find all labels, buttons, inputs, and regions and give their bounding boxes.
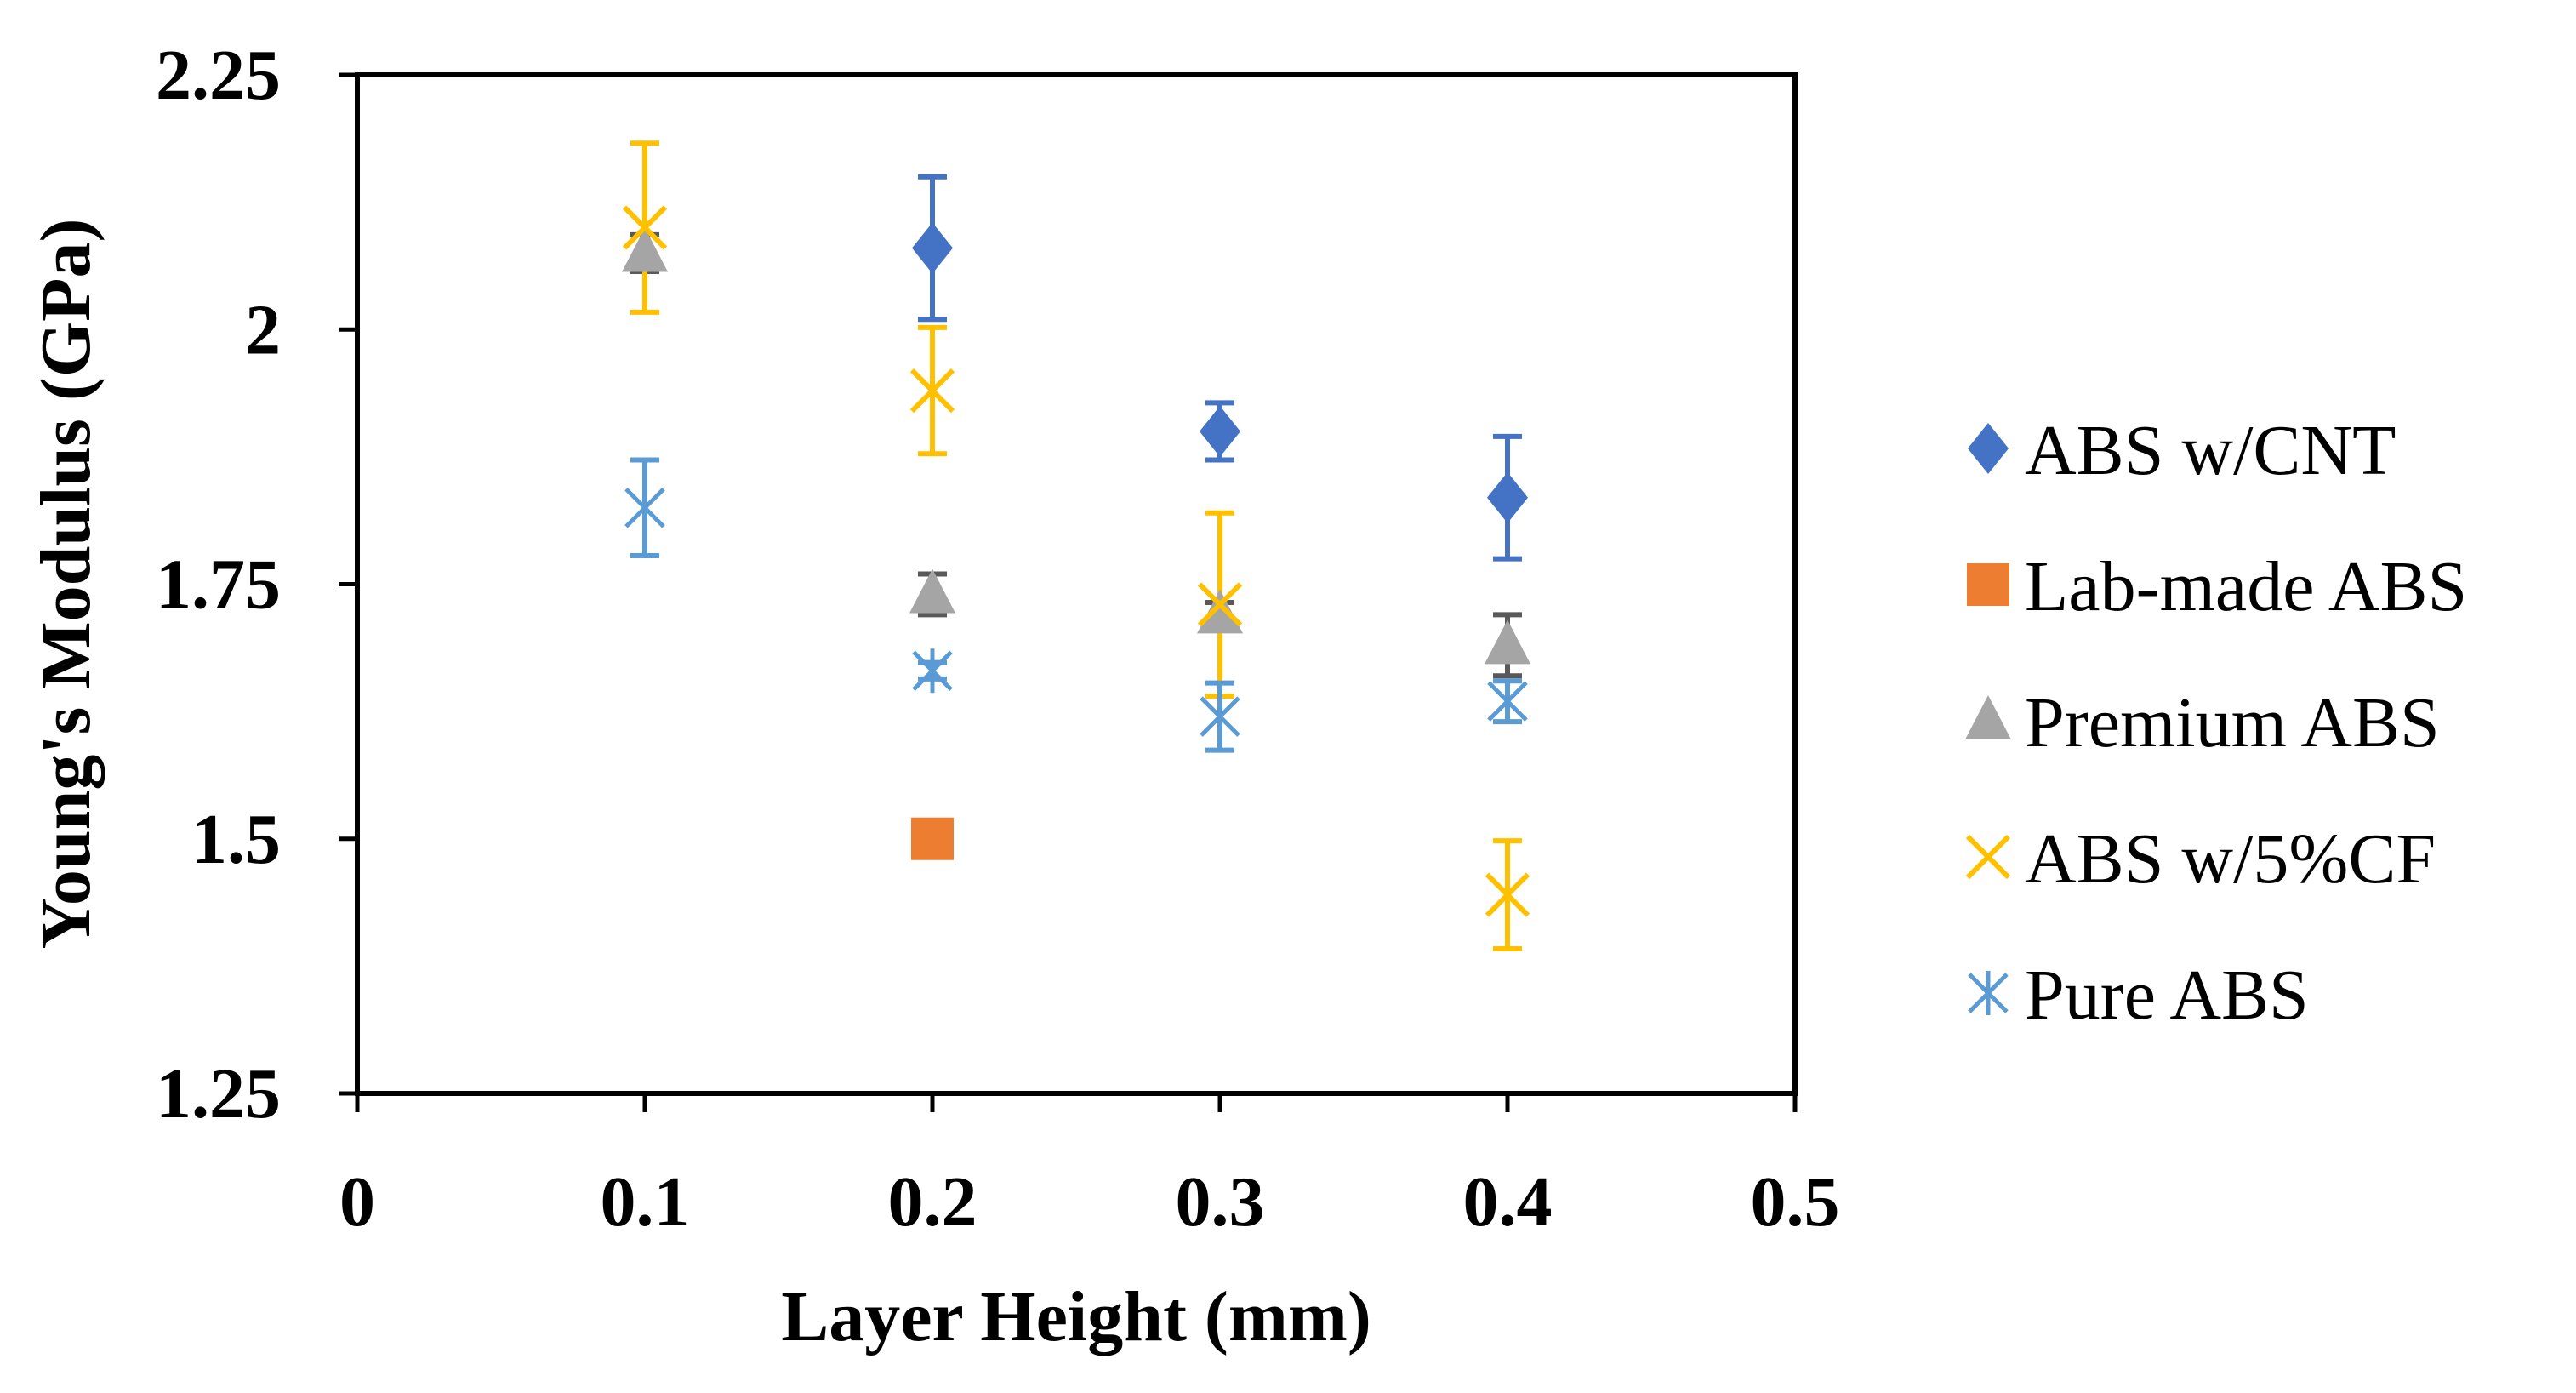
plot-area (355, 72, 1798, 1096)
legend-label-abs-w-5-cf: ABS w/5%CF (2025, 819, 2436, 899)
point-abs-w-cnt (1487, 471, 1528, 523)
point-abs-w-cnt (912, 222, 953, 274)
y-tick-label: 1.75 (156, 545, 281, 625)
point-abs-w-5-cf (622, 205, 668, 250)
point-abs-w-5-cf (1485, 872, 1530, 917)
legend-marker-abs-w-5-cf (1965, 834, 2011, 880)
x-axis-label: Layer Height (mm) (781, 1277, 1371, 1356)
point-lab-made-abs (911, 817, 954, 860)
point-abs-w-cnt (1200, 405, 1240, 457)
y-tick-label: 1.5 (191, 800, 281, 879)
x-tick-label: 0.2 (888, 1162, 977, 1242)
point-pure-abs (624, 485, 665, 530)
x-tick-label: 0.1 (601, 1162, 690, 1242)
legend-marker-premium-abs (1965, 695, 2011, 739)
point-abs-w-5-cf (1197, 582, 1243, 627)
x-tick-label: 0.5 (1751, 1162, 1840, 1242)
x-tick-label: 0 (339, 1162, 375, 1242)
point-abs-w-5-cf (909, 368, 955, 414)
point-premium-abs (1197, 589, 1243, 634)
point-pure-abs (1487, 679, 1528, 724)
legend-marker-pure-abs (1968, 971, 2009, 1015)
legend-marker-abs-w-cnt (1968, 423, 2009, 474)
legend-label-pure-abs: Pure ABS (2025, 956, 2309, 1035)
legend-label-premium-abs: Premium ABS (2025, 683, 2440, 762)
y-tick-label: 2.25 (156, 36, 281, 115)
x-tick-label: 0.3 (1176, 1162, 1265, 1242)
legend-label-lab-made-abs: Lab-made ABS (2025, 547, 2467, 626)
point-premium-abs (909, 568, 955, 614)
point-premium-abs (622, 227, 668, 272)
point-pure-abs (912, 648, 953, 694)
legend-label-abs-w-cnt: ABS w/CNT (2025, 411, 2396, 490)
y-tick-label: 1.25 (156, 1054, 281, 1133)
y-tick-label: 2 (245, 290, 281, 369)
legend-marker-lab-made-abs (1967, 563, 2009, 606)
legend: ABS w/CNT Lab-made ABS Premium ABS ABS w/5%… (1965, 411, 2467, 1035)
point-pure-abs (1200, 694, 1240, 739)
point-premium-abs (1485, 619, 1530, 665)
x-tick-label: 0.4 (1463, 1162, 1553, 1242)
y-axis-label: Young's Modulus (GPa) (26, 219, 105, 950)
